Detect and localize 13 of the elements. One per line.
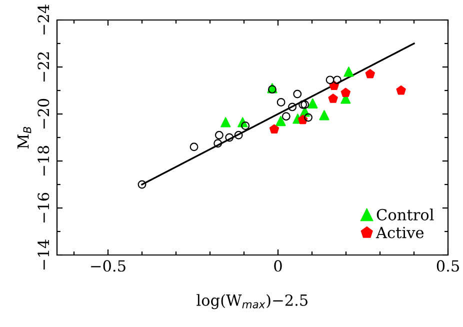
x-tick-label: −0.5 (91, 260, 126, 272)
y-tick-label: −22 (38, 52, 49, 82)
legend-label: Active (376, 226, 424, 238)
y-tick-label: −20 (38, 98, 50, 129)
x-axis-title: log(W$_{max}$)−2.5 (196, 294, 308, 310)
x-tick-label: 0.5 (436, 260, 459, 272)
y-axis-title: M$_{B}$ (17, 126, 32, 149)
y-tick-label: −16 (38, 192, 50, 223)
legend-label: Control (376, 208, 434, 220)
y-tick-label: −14 (38, 240, 49, 270)
x-tick-label: 0 (274, 260, 282, 272)
y-tick-label: −18 (38, 146, 50, 176)
y-tick-label: −24 (38, 4, 49, 35)
